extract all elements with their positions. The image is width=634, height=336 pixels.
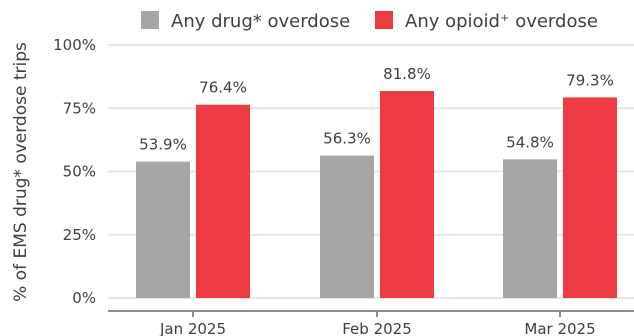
bar-any-opioid [380,91,434,299]
data-label: 53.9% [139,136,187,154]
y-tick-label: 0% [72,289,96,307]
bars [136,91,617,299]
axes: 0% 25% 50% 75% 100% Jan 2025 Feb 2025 Mar 2025 [53,36,634,336]
bar-any-drug [320,155,374,298]
legend: Any drug* overdose Any opioid⁺ overdose [141,11,598,32]
x-tick-label: Mar 2025 [524,320,595,336]
y-axis-title: % of EMS drug* overdose trips [11,42,31,302]
legend-label: Any opioid⁺ overdose [405,11,598,32]
bar-any-opioid [563,97,617,298]
data-label: 56.3% [323,130,371,148]
data-label: 54.8% [506,133,554,151]
legend-label: Any drug* overdose [171,11,350,32]
x-tick-label: Jan 2025 [159,320,226,336]
y-tick-label: 50% [63,163,96,181]
y-tick-label: 75% [63,99,96,117]
data-label: 81.8% [383,65,431,83]
y-tick-label: 100% [53,36,96,54]
y-tick-label: 25% [63,226,96,244]
data-label: 76.4% [199,79,247,97]
bar-any-drug [136,161,190,298]
legend-swatch [141,11,159,29]
data-labels: 53.9% 76.4% 56.3% 81.8% 54.8% 79.3% [139,65,614,154]
bar-any-drug [503,159,557,298]
x-tick-label: Feb 2025 [342,320,412,336]
legend-swatch [375,11,393,29]
bar-any-opioid [196,104,250,298]
data-label: 79.3% [566,71,614,89]
